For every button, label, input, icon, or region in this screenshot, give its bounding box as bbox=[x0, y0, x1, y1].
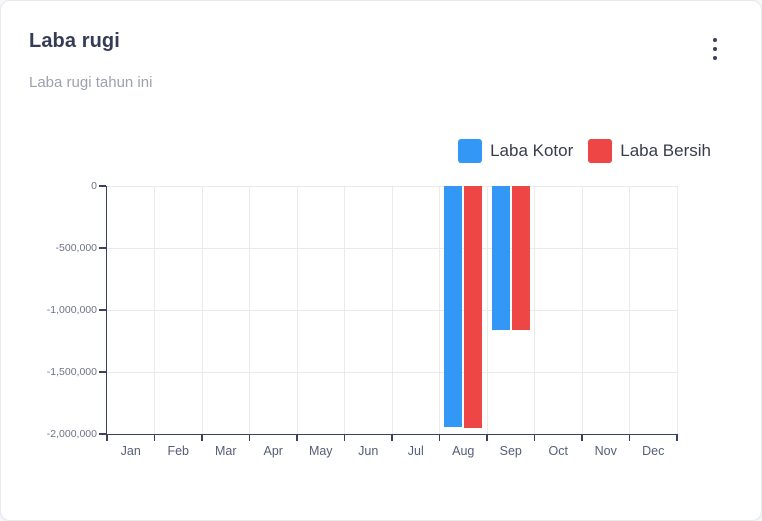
x-axis-tick bbox=[153, 434, 156, 441]
x-gridline bbox=[534, 186, 535, 434]
y-axis-tick bbox=[98, 433, 106, 435]
y-axis-tick bbox=[98, 309, 106, 311]
bar-laba-bersih-aug[interactable] bbox=[464, 186, 483, 428]
x-axis-tick bbox=[296, 434, 298, 441]
x-axis-tick bbox=[486, 434, 488, 441]
x-gridline bbox=[581, 186, 583, 434]
y-axis-tick bbox=[98, 247, 106, 249]
x-axis-tick bbox=[391, 434, 393, 441]
y-axis-label: -500,000 bbox=[55, 242, 97, 254]
x-axis-tick bbox=[343, 434, 346, 441]
legend-swatch-red-icon bbox=[588, 139, 613, 163]
x-axis-label: Aug bbox=[452, 444, 475, 458]
y-axis-tick bbox=[98, 185, 106, 187]
x-gridline bbox=[344, 186, 345, 434]
x-axis-label: Oct bbox=[548, 444, 568, 458]
x-axis-tick bbox=[676, 434, 678, 441]
more-options-button[interactable] bbox=[705, 33, 725, 65]
x-axis-tick bbox=[581, 434, 583, 441]
x-gridline bbox=[296, 186, 298, 434]
legend-label: Laba Bersih bbox=[620, 141, 711, 160]
x-axis-label: Nov bbox=[594, 444, 617, 458]
x-axis-tick bbox=[628, 434, 631, 441]
chart-legend: Laba Kotor Laba Bersih bbox=[458, 138, 711, 164]
x-axis-label: Jun bbox=[358, 444, 379, 458]
x-axis-label: Feb bbox=[167, 444, 190, 458]
x-gridline bbox=[391, 186, 393, 434]
x-axis-tick bbox=[248, 434, 251, 441]
x-axis-label: Dec bbox=[642, 444, 665, 458]
bar-laba-kotor-sep[interactable] bbox=[491, 186, 510, 330]
legend-item-laba-bersih[interactable]: Laba Bersih bbox=[588, 139, 711, 163]
x-axis-label: May bbox=[308, 444, 333, 458]
kebab-menu-icon bbox=[713, 56, 717, 60]
x-gridline bbox=[676, 186, 678, 434]
x-gridline bbox=[629, 186, 630, 434]
y-axis-tick bbox=[98, 371, 106, 373]
x-axis-label: Apr bbox=[263, 444, 283, 458]
x-gridline bbox=[201, 186, 203, 434]
y-axis-label: -1,000,000 bbox=[46, 304, 97, 316]
x-gridline bbox=[439, 186, 440, 434]
x-axis-tick bbox=[201, 434, 203, 441]
x-axis-tick bbox=[106, 434, 108, 441]
x-axis-label: Jul bbox=[407, 444, 424, 458]
x-gridline bbox=[486, 186, 488, 434]
x-axis-tick bbox=[438, 434, 441, 441]
kebab-menu-icon bbox=[713, 38, 717, 42]
y-axis-label: 0 bbox=[91, 180, 97, 192]
x-axis-tick bbox=[533, 434, 536, 441]
bar-laba-kotor-aug[interactable] bbox=[444, 186, 463, 427]
legend-label: Laba Kotor bbox=[490, 141, 574, 160]
x-gridline bbox=[154, 186, 155, 434]
x-axis-label: Jan bbox=[120, 444, 141, 458]
y-axis-line bbox=[105, 186, 107, 434]
x-axis-line bbox=[105, 433, 677, 435]
bar-laba-bersih-sep[interactable] bbox=[511, 186, 530, 330]
page-title: Laba rugi bbox=[29, 30, 120, 52]
legend-swatch-blue-icon bbox=[458, 139, 483, 163]
x-gridline bbox=[249, 186, 250, 434]
x-axis-label: Sep bbox=[499, 444, 522, 458]
card-subtitle: Laba rugi tahun ini bbox=[29, 74, 153, 91]
y-axis-label: -1,500,000 bbox=[46, 366, 97, 378]
y-axis-label: -2,000,000 bbox=[46, 428, 97, 440]
legend-item-laba-kotor[interactable]: Laba Kotor bbox=[458, 139, 573, 163]
kebab-menu-icon bbox=[713, 47, 717, 51]
x-axis-label: Mar bbox=[214, 444, 237, 458]
